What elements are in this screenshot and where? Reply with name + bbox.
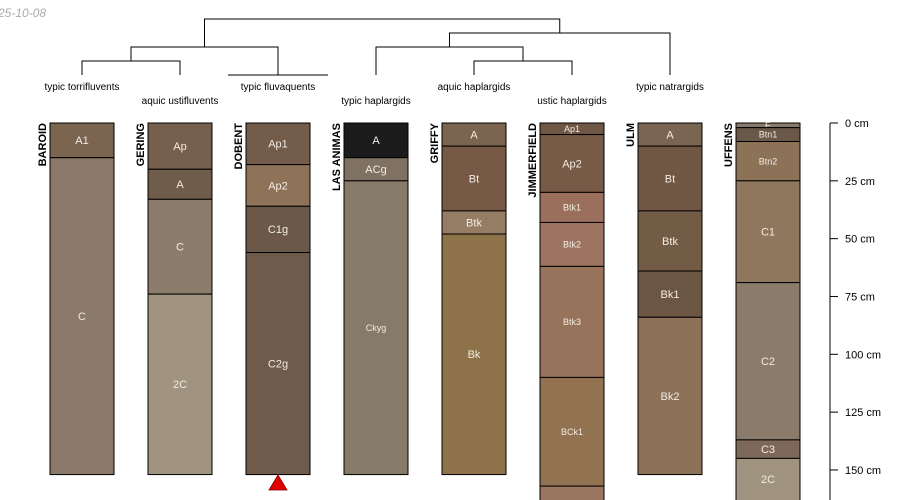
horizon-label: C [78,311,86,323]
depth-axis-label: 150 cm [845,465,881,477]
horizon-label: Ap2 [268,180,288,192]
horizon-gering-a [147,168,213,200]
horizon-uffens-btn2 [735,141,801,182]
horizon-label: Ap [173,141,186,153]
horizon-label: Btn1 [759,130,778,140]
profile-name: UFFENS [723,123,735,167]
horizon-gering-2c [147,293,213,476]
horizon-label: A1 [75,135,88,147]
profile-name: LAS ANIMAS [331,123,343,191]
horizon-baroid-a1 [49,122,115,159]
horizon-jimmerfield-unlabeled [539,485,605,500]
taxon-label: aquic haplargids [438,82,511,93]
horizon-label: C2 [761,356,775,368]
profile-name: DOBENT [233,123,245,170]
horizon-jimmerfield-ap2 [539,134,605,193]
horizon-uffens-2c [735,457,801,500]
horizon-label: Ckyg [366,323,387,333]
horizon-label: Bk2 [661,391,680,403]
horizon-label: Btk1 [563,203,581,213]
taxon-label: typic fluvaquents [241,82,316,93]
horizon-label: C1 [761,227,775,239]
horizon-dobent-ap1 [245,122,311,166]
profile-name: JIMMERFIELD [527,123,539,198]
horizon-ulm-bk1 [637,270,703,318]
horizon-label: Btn2 [759,156,778,166]
horizon-label: Ap2 [562,158,582,170]
horizon-label: A [176,179,184,191]
horizon-uffens-c1 [735,180,801,284]
taxon-label: typic natrargids [636,82,704,93]
horizon-label: 2C [761,474,775,486]
taxon-label: typic torrifluvents [44,82,119,93]
profile-name: GERING [135,123,147,166]
horizon-jimmerfield-bck1 [539,376,605,487]
horizon-label: Btk [662,236,678,248]
horizon-ulm-bt [637,145,703,212]
horizon-label: Btk2 [563,240,581,250]
horizon-las-animas-a [343,122,409,159]
horizon-dobent-ap2 [245,164,311,207]
horizon-label: BCk1 [561,427,583,437]
horizon-griffy-bt [441,145,507,212]
horizon-label: Btk [466,217,482,229]
horizon-label: C [176,242,184,254]
horizon-griffy-bk [441,233,507,476]
horizon-label: A [470,129,478,141]
depth-axis-label: 100 cm [845,349,881,361]
horizon-label: ACg [365,164,386,176]
truncation-marker [268,474,288,491]
dendrogram-branch [81,60,181,75]
horizon-label: Bt [665,173,675,185]
depth-axis-label: 25 cm [845,176,875,188]
dendrogram-branch [473,60,573,75]
horizon-label: A [372,135,380,147]
horizon-label: A [666,129,674,141]
profile-name: GRIFFY [429,122,441,163]
horizon-label: Ap1 [564,124,580,134]
horizon-label: Bk1 [661,289,680,301]
taxon-label: typic haplargids [341,96,410,107]
taxon-label: ustic haplargids [537,96,606,107]
horizon-jimmerfield-btk3 [539,265,605,378]
date-label: 25-10-08 [0,6,47,20]
profile-name: ULM [625,123,637,147]
horizon-uffens-c2 [735,282,801,441]
depth-axis-label: 125 cm [845,407,881,419]
horizon-gering-ap [147,122,213,170]
horizon-label: Bk [468,349,481,361]
depth-axis-label: 0 cm [845,118,869,130]
horizon-label: 2C [173,379,187,391]
horizon-ulm-btk [637,210,703,272]
horizon-gering-c [147,198,213,295]
horizon-label: E [765,120,771,130]
taxon-label: aquic ustifluvents [142,96,219,107]
horizon-label: Ap1 [268,139,288,151]
depth-axis-label: 75 cm [845,291,875,303]
horizon-baroid-c [49,157,115,476]
horizon-jimmerfield-btk1 [539,191,605,223]
dendrogram-branch [449,32,671,75]
horizon-label: C1g [268,224,288,236]
horizon-las-animas-ckyg [343,180,409,476]
horizon-label: C2g [268,358,288,370]
horizon-label: Bt [469,173,479,185]
horizon-jimmerfield-btk2 [539,221,605,267]
horizon-dobent-c1g [245,205,311,254]
depth-axis-label: 50 cm [845,234,875,246]
horizon-ulm-bk2 [637,316,703,476]
profile-name: BAROID [37,123,49,166]
horizon-label: C3 [761,444,775,456]
horizon-label: Btk3 [563,317,581,327]
dendrogram-branch [204,18,561,47]
